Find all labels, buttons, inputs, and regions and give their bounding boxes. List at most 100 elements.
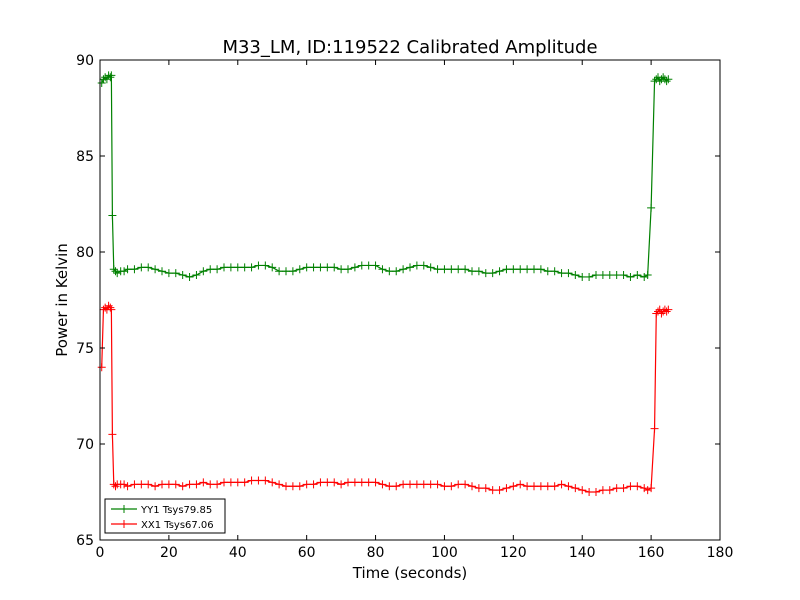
data-point	[592, 271, 600, 280]
data-point	[657, 309, 666, 318]
data-point	[178, 482, 187, 491]
data-point	[130, 265, 139, 274]
data-point	[385, 482, 394, 491]
data-point	[659, 73, 668, 82]
data-point	[123, 265, 132, 274]
data-point	[426, 480, 435, 489]
data-point	[192, 480, 201, 489]
data-point	[199, 478, 208, 487]
x-tick-label: 140	[569, 545, 596, 561]
data-point	[406, 263, 414, 272]
data-point	[392, 267, 401, 276]
data-point	[633, 271, 642, 280]
data-point	[185, 272, 194, 281]
data-point	[316, 478, 325, 487]
data-point	[481, 269, 490, 278]
data-point	[261, 261, 270, 270]
data-point	[178, 271, 187, 280]
data-point	[481, 484, 490, 493]
data-point	[330, 263, 339, 272]
data-point	[378, 480, 387, 489]
data-point	[130, 480, 139, 489]
data-point	[640, 484, 649, 493]
data-point	[171, 480, 180, 489]
data-point	[288, 482, 297, 491]
data-point	[295, 265, 304, 274]
data-point	[412, 261, 421, 270]
legend-box	[104, 498, 226, 534]
data-point	[523, 265, 532, 274]
data-point	[399, 480, 408, 489]
data-point	[323, 263, 332, 272]
y-tick-label: 85	[76, 149, 94, 165]
data-point	[440, 265, 449, 274]
legend-marker	[120, 505, 128, 513]
data-point	[213, 480, 222, 489]
legend-entry: YY1 Tsys79.85	[111, 505, 212, 516]
data-point	[619, 271, 628, 280]
plot-frame	[99, 59, 721, 541]
data-point	[371, 261, 380, 270]
legend-entry: XX1 Tsys67.06	[111, 520, 214, 531]
data-point	[106, 303, 115, 312]
data-point	[461, 480, 470, 489]
x-tick-label: 120	[500, 545, 527, 561]
data-point	[474, 484, 483, 493]
data-point	[578, 272, 587, 281]
data-point	[516, 480, 525, 489]
data-point	[605, 486, 614, 495]
data-point	[364, 478, 373, 487]
data-point	[137, 480, 146, 489]
y-tick-label: 90	[76, 53, 94, 69]
data-point	[275, 480, 284, 489]
data-point	[275, 267, 284, 276]
data-point	[662, 77, 671, 86]
y-tick-label: 65	[76, 533, 94, 549]
data-point	[664, 305, 673, 314]
data-point	[447, 482, 456, 491]
series-0	[97, 71, 673, 281]
data-point	[144, 480, 153, 489]
data-point	[474, 267, 483, 276]
data-point	[247, 263, 256, 272]
data-point	[123, 482, 132, 491]
data-point	[268, 478, 277, 487]
data-point	[502, 265, 511, 274]
data-point	[261, 476, 270, 485]
data-point	[288, 267, 297, 276]
chart-title: M33_LM, ID:119522 Calibrated Amplitude	[222, 37, 597, 58]
data-point	[295, 482, 304, 491]
data-point	[647, 203, 656, 212]
data-point	[350, 478, 359, 487]
data-point	[662, 307, 671, 316]
y-tick-label: 75	[76, 341, 94, 357]
data-point	[406, 480, 414, 489]
y-tick-label: 70	[76, 437, 94, 453]
data-point	[509, 265, 518, 274]
data-point	[392, 482, 401, 491]
legend-label: YY1 Tsys79.85	[140, 505, 212, 516]
data-point	[530, 482, 538, 491]
legend-label: XX1 Tsys67.06	[141, 520, 214, 531]
data-point	[309, 263, 318, 272]
data-point	[113, 269, 122, 278]
data-point	[97, 363, 106, 372]
axes: 0 20 40 60 80 100 120 140 160 180 65 70 75 80 85 90	[76, 53, 733, 561]
data-point	[350, 263, 359, 272]
x-tick-label: 40	[229, 545, 247, 561]
data-point	[461, 265, 470, 274]
data-point	[309, 480, 318, 489]
x-tick-label: 20	[160, 545, 178, 561]
x-tick-label: 80	[367, 545, 385, 561]
data-point	[385, 267, 394, 276]
data-point	[107, 305, 116, 314]
data-point	[447, 265, 456, 274]
data-point	[302, 480, 311, 489]
data-point	[592, 488, 600, 496]
data-point	[344, 478, 352, 487]
data-point	[578, 486, 587, 495]
data-point	[199, 267, 208, 276]
data-point	[226, 478, 235, 487]
data-point	[557, 269, 566, 278]
data-point	[240, 263, 249, 272]
